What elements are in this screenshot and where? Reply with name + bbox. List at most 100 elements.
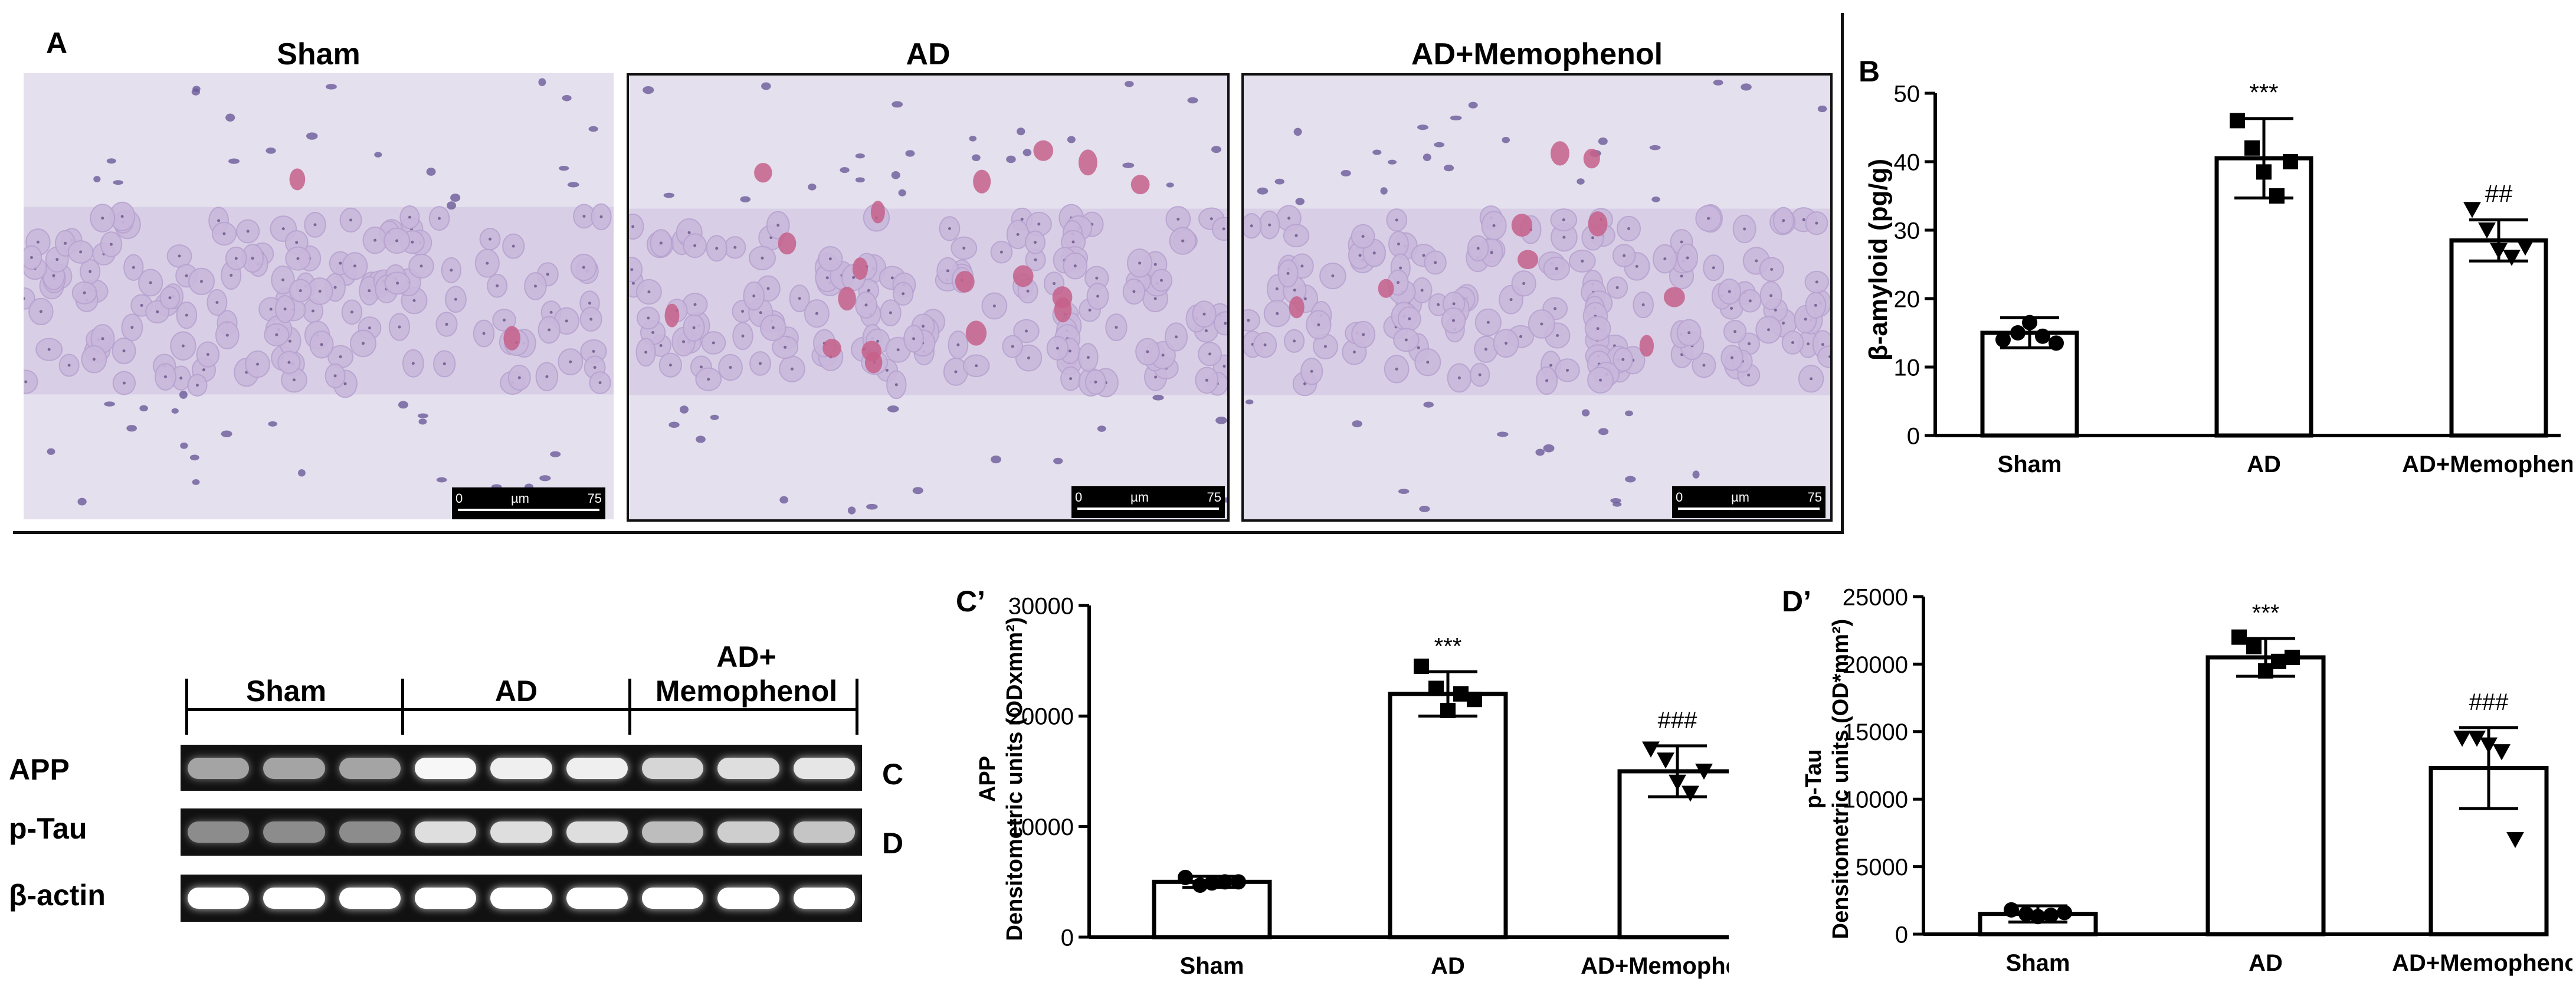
nucleolus	[1208, 352, 1212, 356]
blot-band	[490, 821, 552, 843]
nucleolus	[1138, 261, 1142, 265]
nucleolus	[246, 230, 250, 233]
nucleolus	[890, 276, 894, 280]
y-tick-label: 10000	[1008, 814, 1074, 840]
y-axis-label: p-Tau	[1801, 749, 1826, 809]
nucleolus	[1300, 264, 1304, 268]
glial-cell	[779, 496, 789, 504]
stained-cell	[822, 339, 841, 358]
glial-cell	[679, 405, 689, 414]
nucleolus	[181, 344, 185, 348]
nucleolus	[659, 241, 663, 245]
glial-cell	[417, 413, 428, 418]
nucleolus	[1484, 348, 1487, 351]
nucleolus	[589, 317, 593, 321]
glial-cell	[1398, 489, 1410, 495]
nucleolus	[339, 355, 342, 359]
y-tick-label: 0	[1907, 423, 1920, 449]
scale-unit: µm	[1731, 490, 1750, 505]
nucleolus	[1663, 257, 1667, 261]
glial-cell	[1053, 457, 1063, 464]
nucleolus	[1399, 266, 1402, 270]
glial-cell	[643, 86, 654, 94]
nucleolus	[1596, 327, 1600, 330]
nucleolus	[1437, 303, 1440, 306]
data-point	[2030, 909, 2046, 925]
data-point	[2246, 639, 2262, 654]
nucleolus	[1554, 307, 1557, 310]
glial-cell	[77, 497, 87, 506]
nucleolus	[1828, 355, 1830, 359]
y-tick-label: 10000	[1843, 787, 1908, 813]
scale-start: 0	[1676, 490, 1683, 505]
x-tick-label: Sham	[1998, 451, 2062, 477]
nucleolus	[140, 304, 143, 307]
nucleolus	[867, 289, 870, 292]
nucleolus	[912, 337, 916, 341]
nucleolus	[693, 244, 697, 247]
glial-cell	[969, 136, 977, 142]
bar	[1388, 692, 1508, 939]
micrograph-ad-memophenol: 0 µm 75	[1241, 73, 1833, 522]
data-point	[1231, 874, 1246, 890]
nucleolus	[1094, 380, 1097, 384]
glial-cell	[106, 158, 116, 164]
panel-label-a: A	[46, 27, 68, 60]
blot-strip-app	[181, 745, 862, 791]
nucleolus	[582, 266, 585, 269]
data-point	[1642, 741, 1660, 758]
nucleolus	[1802, 218, 1805, 221]
nucleolus	[1011, 345, 1014, 348]
glial-cell	[887, 405, 899, 412]
nucleolus	[1224, 322, 1227, 325]
nucleolus	[1132, 290, 1136, 293]
stained-cell	[1033, 140, 1054, 161]
nucleolus	[631, 281, 635, 285]
glial-cell	[126, 425, 137, 432]
nucleolus	[1275, 287, 1279, 290]
nucleolus	[230, 273, 233, 277]
blot-band	[339, 821, 401, 843]
nucleolus	[533, 284, 537, 288]
nucleolus	[275, 333, 278, 336]
nucleolus	[546, 273, 549, 276]
nucleolus	[168, 296, 172, 300]
nucleolus	[549, 310, 553, 314]
x-tick-label: Sham	[1180, 953, 1244, 979]
nucleolus	[1562, 218, 1565, 222]
nucleolus	[251, 257, 254, 260]
nucleolus	[149, 281, 152, 284]
data-point	[2506, 831, 2524, 849]
nucleolus	[1024, 329, 1028, 333]
nucleolus	[1056, 346, 1059, 350]
blot-band	[642, 758, 704, 779]
nucleolus	[206, 353, 209, 356]
nucleolus	[1037, 222, 1041, 226]
nucleolus	[1223, 365, 1226, 368]
nucleolus	[692, 326, 696, 329]
glial-cell	[972, 154, 981, 162]
nucleolus	[55, 258, 59, 261]
data-point	[2285, 649, 2300, 665]
nucleolus	[1747, 373, 1751, 376]
nucleolus	[1020, 217, 1024, 221]
nucleolus	[1205, 378, 1208, 382]
nucleolus	[234, 257, 238, 260]
tissue-image	[629, 76, 1227, 519]
nucleolus	[885, 368, 889, 372]
nucleolus	[130, 326, 134, 329]
nucleolus	[199, 280, 203, 283]
nucleolus	[693, 303, 697, 306]
stained-cell	[1511, 214, 1533, 237]
glial-cell	[189, 454, 199, 461]
nucleolus	[1016, 233, 1020, 236]
x-tick-label: AD+Memophenol	[2392, 950, 2572, 976]
nucleolus	[1767, 328, 1771, 332]
y-tick-label: 30	[1894, 218, 1920, 244]
nucleolus	[1027, 356, 1031, 360]
significance-label: ###	[2469, 689, 2509, 715]
nucleolus	[1181, 239, 1185, 243]
glial-cell	[1352, 420, 1362, 428]
glial-cell	[398, 401, 408, 409]
nucleolus	[269, 307, 273, 311]
